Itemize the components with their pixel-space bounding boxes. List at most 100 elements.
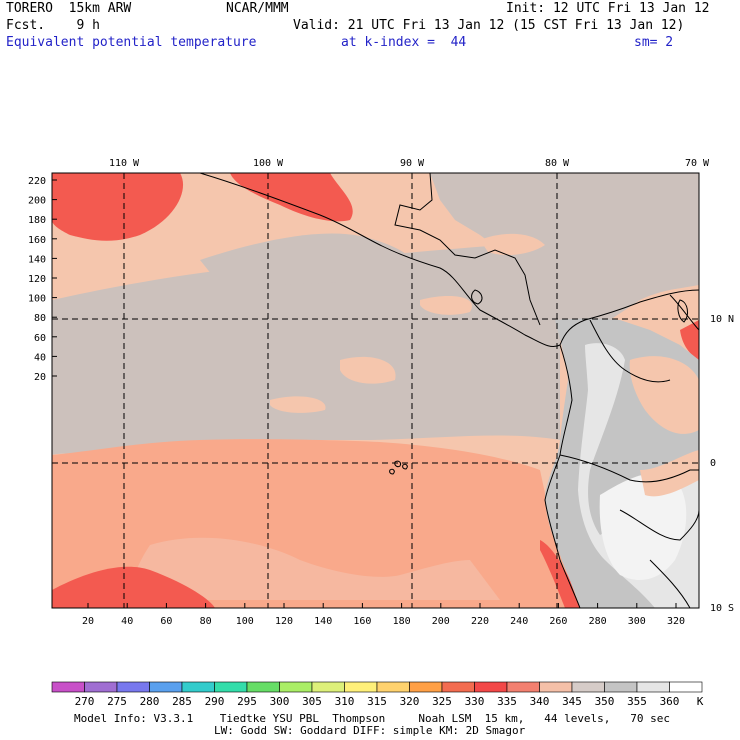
pacific-coast-central-america [199,173,699,348]
y-tick-label: 100 [28,294,46,305]
border-peru-brazil [619,509,699,541]
colorbar-label: 310 [335,695,355,708]
longitude-label: 90 W [400,158,425,169]
y-tick-label: 160 [28,235,46,246]
x-tick-label: 220 [471,616,489,627]
hot-region-northwest [52,173,184,241]
galapagos-islands [389,460,408,475]
x-tick-label: 40 [121,616,133,627]
y-tick-label: 60 [34,333,46,344]
ocean-pale-patch-3 [420,296,472,315]
model-info-line1: Model Info: V3.3.1 Tiedtke YSU PBL Thomp… [74,712,671,725]
longitude-labels: 110 W 100 W 90 W 80 W 70 W [109,158,710,169]
colorbar-swatch [376,681,410,693]
hot-region-caribbean [680,320,699,360]
colorbar-label: 305 [302,695,322,708]
border-colombia [589,319,671,383]
colorbar-swatch [84,681,118,693]
model-title: TORERO 15km ARW [6,1,132,16]
colorbar-label: 315 [367,695,387,708]
x-tick-label: 140 [314,616,332,627]
colorbar-swatch [571,681,605,693]
colorbar-label: 295 [237,695,257,708]
x-tick-label: 100 [236,616,254,627]
plot-frame [51,172,700,609]
x-tick-label: 80 [200,616,212,627]
x-tick-label: 20 [82,616,94,627]
caribbean-coast [394,173,541,326]
colorbar-label: 345 [562,695,582,708]
land-pale-area [629,356,699,434]
colorbar-unit: K [697,695,704,708]
south-america-pacific-coast [544,344,581,608]
colorbar-swatch [474,681,508,693]
colorbar-label: 275 [107,695,127,708]
colorbar-swatch [409,681,443,693]
valid-time: Valid: 21 UTC Fri 13 Jan 12 (15 CST Fri … [293,18,685,33]
colorbar-swatch [506,681,540,693]
hot-region-mexico [230,173,353,222]
forecast-hour: Fcst. 9 h [6,18,100,33]
y-tick-label: 140 [28,254,46,265]
x-tick-label: 200 [432,616,450,627]
longitude-label: 80 W [545,158,570,169]
latitude-label: 10 N [710,314,734,325]
latitude-labels: 10 N 0 10 S [710,314,734,614]
x-tick-label: 240 [510,616,528,627]
hot-region-southwest [52,566,215,608]
x-tick-label: 280 [589,616,607,627]
y-tick-label: 80 [34,313,46,324]
colorbar-swatch [636,681,670,693]
border-ecuador-peru [559,454,699,483]
colorbar-label: 270 [75,695,95,708]
colorbar-label: 350 [595,695,615,708]
colorbar-swatch [214,681,248,693]
colorbar-label: 300 [270,695,290,708]
x-tick-label: 60 [160,616,172,627]
land-pale-area-2 [640,450,699,497]
y-tick-label: 200 [28,196,46,207]
colorbar-label: 340 [530,695,550,708]
land-pale-caribbean [480,233,545,256]
lake-maracaibo [677,299,688,323]
lake-nicaragua [471,289,483,305]
colorbar-label: 280 [140,695,160,708]
x-tick-label: 120 [275,616,293,627]
longitude-label: 100 W [253,158,284,169]
colorbar-label: 290 [205,695,225,708]
land-pale-colombia [640,288,699,323]
latitude-label: 10 S [710,603,734,614]
longitude-label: 70 W [685,158,710,169]
colorbar-swatch [344,681,378,693]
colorbar-swatch [539,681,573,693]
colorbar-swatch [181,681,215,693]
colorbar-swatch [669,681,703,693]
y-tick-label: 20 [34,372,46,383]
x-tick-label: 160 [353,616,371,627]
hot-region-peru-coast [540,540,580,608]
model-info-line2: LW: Godd SW: Goddard DIFF: simple KM: 2D… [214,724,526,737]
y-tick-label: 220 [28,176,46,187]
field-name: Equivalent potential temperature [6,35,257,50]
colorbar-swatch [51,681,85,693]
map-plot-area [52,173,699,608]
x-tick-label: 180 [393,616,411,627]
y-tick-label: 40 [34,352,46,363]
smoothing-label: sm= 2 [634,35,674,50]
colorbar-swatch [441,681,475,693]
venezuela-coast [669,294,699,331]
y-tick-label: 180 [28,215,46,226]
colorbar-swatch [279,681,313,693]
ocean-warm-lighter [130,537,500,600]
colorbar-label: 360 [660,695,680,708]
organization-label: NCAR/MMM [226,1,289,16]
x-tick-label: 260 [549,616,567,627]
latitude-label: 0 [710,458,716,469]
colorbar-label: 285 [172,695,192,708]
graticule [52,173,699,608]
ocean-pale-patch-2 [270,396,326,413]
colorbar-swatch [246,681,280,693]
land-highlands-white [599,473,687,580]
colorbar-swatch [311,681,345,693]
colorbar-swatch [116,681,150,693]
